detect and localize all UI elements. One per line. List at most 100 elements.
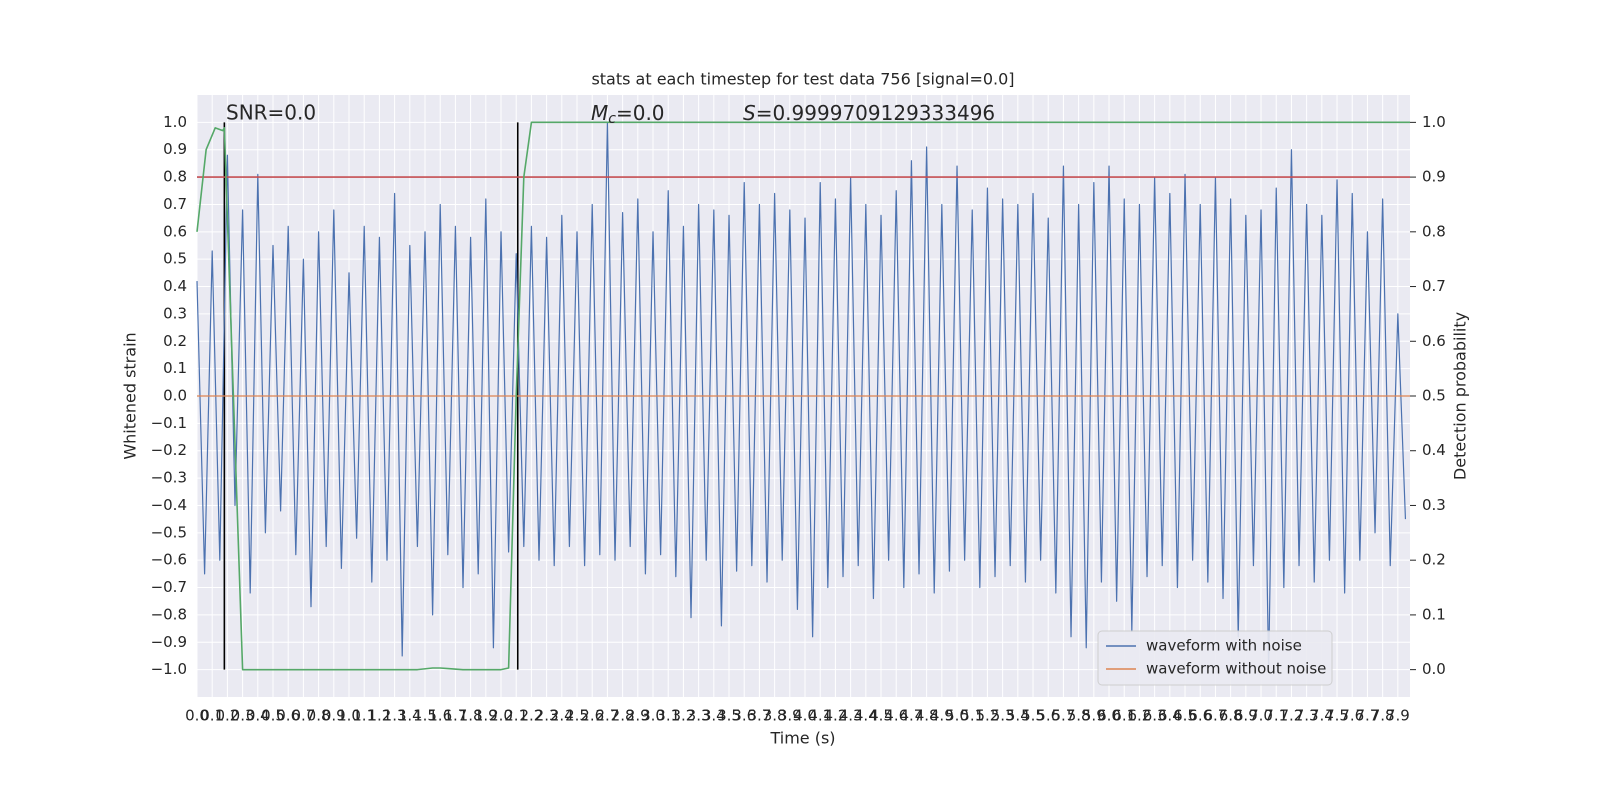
chart-title: stats at each timestep for test data 756… [591, 70, 1014, 89]
x-tick-label: 1.0 [337, 707, 361, 725]
x-tick-label: 4.7 [899, 707, 923, 725]
y2-tick-label: 0.1 [1422, 605, 1446, 623]
x-tick-label: 1.3 [383, 707, 407, 725]
x-tick-label: 1.1 [352, 707, 376, 725]
x-tick-label: 7.8 [1371, 707, 1395, 725]
x-tick-label: 0.4 [246, 707, 270, 725]
annotation: Mc=0.0 [591, 101, 665, 128]
x-tick-label: 4.9 [930, 707, 954, 725]
x-tick-label: 6.5 [1173, 707, 1197, 725]
y-axis-label: Whitened strain [121, 332, 140, 459]
legend-box [1097, 630, 1333, 686]
y2-axis-label: Detection probability [1451, 312, 1470, 480]
x-tick-label: 0.3 [231, 707, 255, 725]
y-tick-label: −0.8 [151, 605, 187, 623]
annotation-text: =0.0 [616, 101, 665, 125]
y-tick-label: −0.3 [151, 469, 187, 487]
x-tick-label: 5.0 [945, 707, 969, 725]
y-tick-label: −0.2 [151, 441, 187, 459]
x-tick-label: 6.2 [1128, 707, 1152, 725]
legend-label: waveform without noise [1146, 660, 1326, 678]
y-tick-label: 0.7 [163, 195, 187, 213]
annotation-symbol: S [743, 101, 756, 125]
x-tick-label: 2.6 [580, 707, 604, 725]
x-tick-label: 6.3 [1143, 707, 1167, 725]
x-tick-label: 7.2 [1280, 707, 1304, 725]
y2-tick-label: 0.3 [1422, 496, 1446, 514]
x-axis-label: Time (s) [769, 729, 835, 748]
y-tick-label: −0.9 [151, 633, 187, 651]
x-tick-label: 5.9 [1082, 707, 1106, 725]
x-tick-label: 3.4 [702, 707, 726, 725]
x-tick-label: 7.0 [1249, 707, 1273, 725]
x-tick-label: 4.4 [854, 707, 878, 725]
x-tick-label: 0.2 [215, 707, 239, 725]
legend-label: waveform with noise [1146, 637, 1302, 655]
series-line [196, 121, 1407, 671]
y-tick-label: −1.0 [151, 660, 187, 678]
annotation-subscript: c [608, 111, 616, 127]
x-tick-label: 1.8 [459, 707, 483, 725]
x-tick-label: 1.9 [474, 707, 498, 725]
y-tick-label: −0.5 [151, 523, 187, 541]
x-tick-label: 2.3 [535, 707, 559, 725]
x-tick-label: 5.2 [975, 707, 999, 725]
y2-tick-label: 1.0 [1422, 113, 1446, 131]
y-tick-label: 0.4 [163, 277, 187, 295]
x-tick-label: 7.5 [1325, 707, 1349, 725]
y-tick-label: −0.6 [151, 551, 187, 569]
x-tick-label: 4.8 [915, 707, 939, 725]
y2-tick-label: 0.9 [1422, 168, 1446, 186]
y2-tick-label: 0.4 [1422, 441, 1446, 459]
x-tick-label: 2.0 [489, 707, 513, 725]
x-tick-label: 6.1 [1112, 707, 1136, 725]
x-tick-label: 4.1 [808, 707, 832, 725]
annotation: S=0.9999709129333496 [743, 101, 995, 125]
x-tick-label: 7.1 [1264, 707, 1288, 725]
x-tick-label: 5.7 [1051, 707, 1075, 725]
x-tick-label: 1.7 [443, 707, 467, 725]
x-tick-label: 3.8 [763, 707, 787, 725]
x-tick-label: 3.3 [687, 707, 711, 725]
x-tick-label: 4.6 [884, 707, 908, 725]
x-tick-label: 2.7 [595, 707, 619, 725]
x-tick-label: 5.1 [960, 707, 984, 725]
y2-tick-label: 0.8 [1422, 222, 1446, 240]
y2-tick-label: 0.7 [1422, 277, 1446, 295]
x-tick-label: 3.1 [656, 707, 680, 725]
x-tick-label: 5.4 [1006, 707, 1030, 725]
y-tick-label: 1.0 [163, 113, 187, 131]
x-tick-label: 6.7 [1204, 707, 1228, 725]
x-tick-label: 6.4 [1158, 707, 1182, 725]
x-tick-label: 1.6 [428, 707, 452, 725]
x-tick-label: 7.3 [1295, 707, 1319, 725]
y-tick-label: 0.9 [163, 140, 187, 158]
y-tick-label: 0.0 [163, 387, 187, 405]
series-line [196, 121, 1410, 671]
x-tick-label: 4.3 [839, 707, 863, 725]
x-tick-label: 1.4 [398, 707, 422, 725]
x-tick-label: 2.2 [519, 707, 543, 725]
x-tick-label: 4.0 [793, 707, 817, 725]
annotation: SNR=0.0 [226, 101, 316, 125]
y-tick-label: 0.3 [163, 304, 187, 322]
x-tick-label: 0.7 [291, 707, 315, 725]
x-tick-label: 2.5 [565, 707, 589, 725]
y-tick-label: 0.5 [163, 250, 187, 268]
x-tick-label: 7.4 [1310, 707, 1334, 725]
y-tick-label: −0.4 [151, 496, 187, 514]
x-tick-label: 7.9 [1386, 707, 1410, 725]
x-tick-label: 3.2 [671, 707, 695, 725]
x-tick-label: 2.9 [626, 707, 650, 725]
x-tick-label: 3.5 [717, 707, 741, 725]
x-tick-label: 3.0 [641, 707, 665, 725]
x-tick-label: 3.9 [778, 707, 802, 725]
x-tick-label: 7.6 [1340, 707, 1364, 725]
x-tick-label: 6.9 [1234, 707, 1258, 725]
y2-tick-label: 0.2 [1422, 551, 1446, 569]
y2-tick-label: 0.5 [1422, 387, 1446, 405]
y-tick-label: 0.1 [163, 359, 187, 377]
x-tick-label: 5.3 [991, 707, 1015, 725]
x-tick-label: 1.2 [367, 707, 391, 725]
